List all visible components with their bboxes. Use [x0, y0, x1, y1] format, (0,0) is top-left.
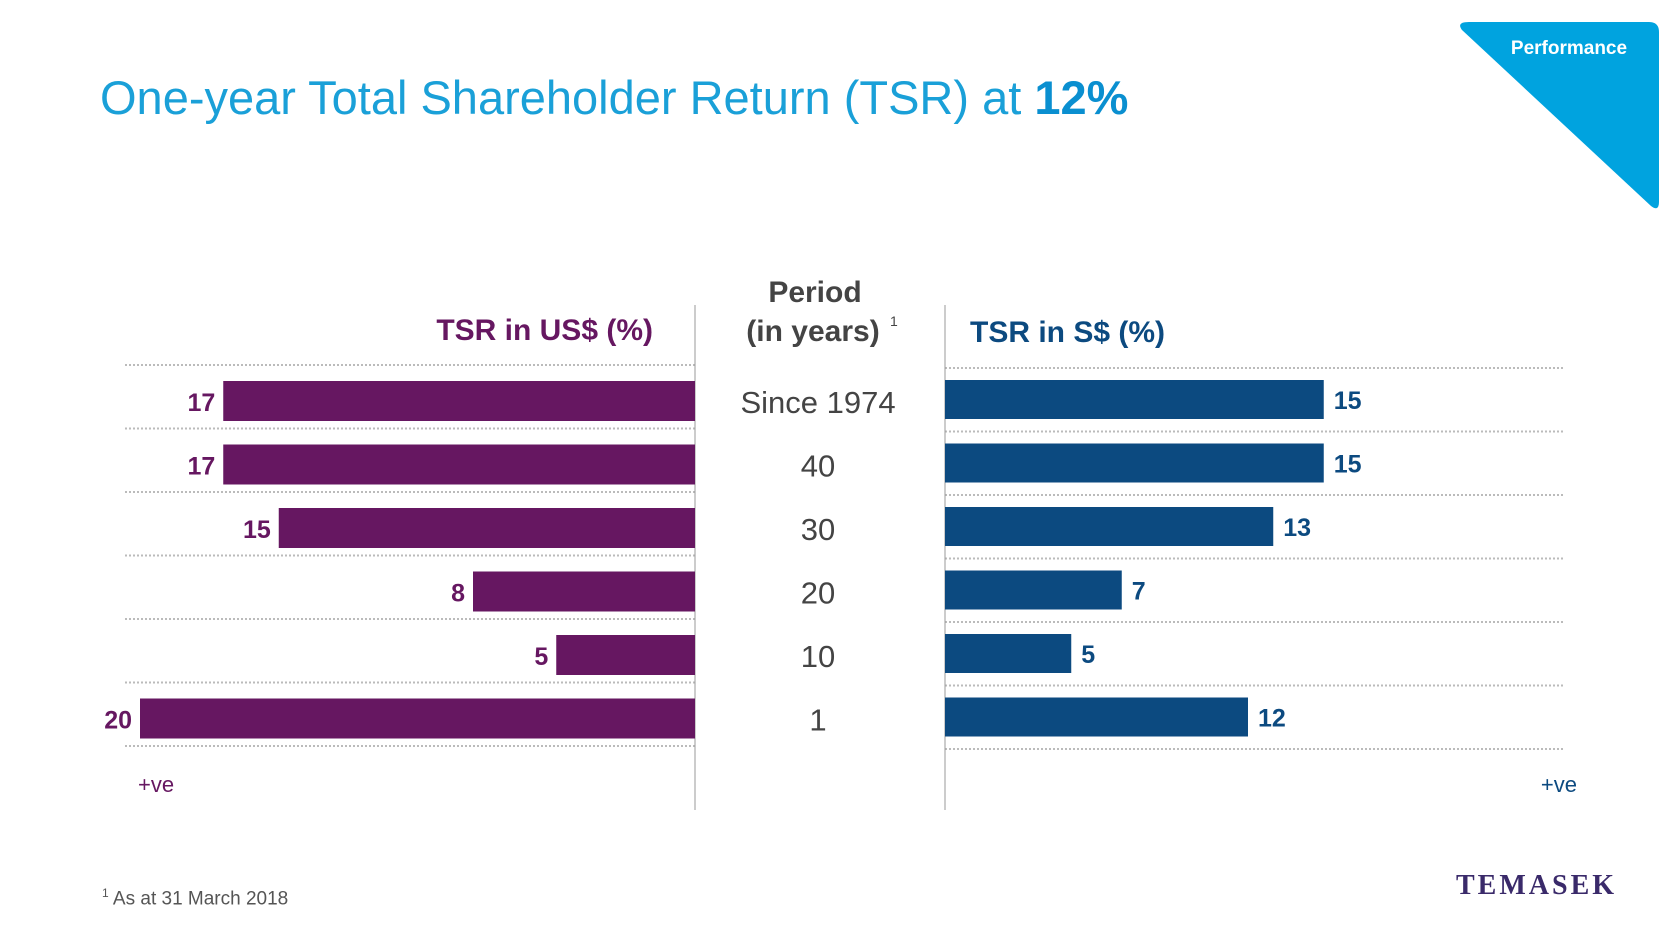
value-label-usd: 15 — [243, 516, 271, 544]
period-label: 20 — [801, 576, 835, 611]
bar-sgd — [945, 380, 1324, 419]
value-label-sgd: 12 — [1258, 705, 1286, 733]
performance-badge: Performance — [1460, 22, 1659, 209]
page-title: One-year Total Shareholder Return (TSR) … — [100, 70, 1128, 125]
value-label-usd: 8 — [451, 580, 465, 608]
value-label-sgd: 7 — [1132, 578, 1146, 606]
header-period-line1: Period — [768, 276, 861, 309]
page-title-text: One-year Total Shareholder Return (TSR) … — [100, 71, 1035, 124]
header-usd: TSR in US$ (%) — [436, 314, 653, 347]
bar-usd — [278, 508, 695, 548]
bar-usd — [223, 381, 695, 421]
value-label-sgd: 15 — [1334, 387, 1362, 415]
value-label-usd: 20 — [104, 707, 132, 735]
period-label: Since 1974 — [740, 385, 895, 420]
period-label: 30 — [801, 512, 835, 547]
period-label: 1 — [809, 703, 826, 738]
performance-badge-label: Performance — [1511, 38, 1627, 59]
performance-badge-shape — [1460, 22, 1659, 209]
bar-usd — [556, 635, 695, 675]
value-label-usd: 17 — [187, 389, 215, 417]
period-label: 40 — [801, 449, 835, 484]
temasek-logo: TEMASEK — [1456, 870, 1618, 901]
header-period-marker: 1 — [890, 313, 898, 329]
header-sgd: TSR in S$ (%) — [970, 316, 1165, 349]
footnote: 1 As at 31 March 2018 — [102, 886, 288, 910]
bar-sgd — [945, 507, 1274, 546]
header-period-line2: (in years) — [746, 315, 879, 348]
value-label-sgd: 15 — [1334, 451, 1362, 479]
bar-sgd — [945, 634, 1072, 673]
bar-sgd — [945, 443, 1324, 483]
page-title-value: 12% — [1034, 71, 1129, 124]
value-label-sgd: 13 — [1283, 514, 1311, 542]
bar-sgd — [945, 570, 1122, 610]
bar-usd — [140, 698, 695, 739]
footnote-marker: 1 — [102, 886, 109, 900]
bar-usd — [223, 444, 695, 485]
direction-label-sgd: +ve — [1541, 772, 1577, 797]
direction-label-usd: +ve — [138, 772, 174, 797]
bar-usd — [473, 571, 695, 612]
period-label: 10 — [801, 639, 835, 674]
value-label-usd: 5 — [534, 643, 548, 671]
footnote-text: As at 31 March 2018 — [112, 888, 289, 910]
bar-sgd — [945, 697, 1248, 737]
value-label-sgd: 5 — [1081, 641, 1095, 669]
value-label-usd: 17 — [187, 453, 215, 481]
